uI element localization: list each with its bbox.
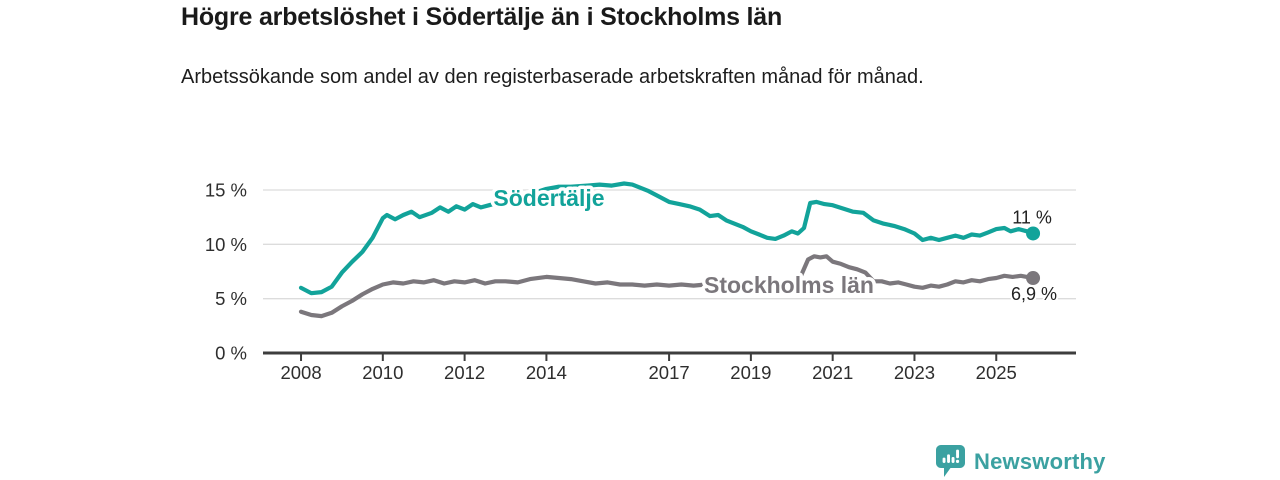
series-label-sodertalje: Södertälje xyxy=(493,185,604,211)
x-tick-label: 2012 xyxy=(444,362,485,383)
chart-subtitle: Arbetssökande som andel av den registerb… xyxy=(181,66,924,88)
x-tick-label: 2023 xyxy=(894,362,935,383)
y-tick-label: 15 % xyxy=(205,179,247,200)
series-line-stockholms-lan xyxy=(298,254,1036,319)
logo-bar-3 xyxy=(951,457,955,463)
x-tick-label: 2008 xyxy=(280,362,321,383)
logo-bar-2 xyxy=(947,454,950,463)
x-tick-label: 2019 xyxy=(730,362,771,383)
x-tick-label: 2014 xyxy=(526,362,567,383)
x-tick-label: 2025 xyxy=(976,362,1017,383)
end-value-label-stockholms-lan: 6,9 % xyxy=(1011,284,1057,304)
newsworthy-brand: Newsworthy xyxy=(936,445,1106,478)
end-dot-stockholms-lan xyxy=(1026,271,1041,286)
logo-exclamation-dot xyxy=(955,459,960,463)
series-line-sodertalje xyxy=(298,181,1036,296)
y-tick-label: 5 % xyxy=(215,288,247,309)
end-value-label-sodertalje: 11 % xyxy=(1012,207,1052,227)
y-tick-label: 10 % xyxy=(205,234,247,255)
page-title: Högre arbetslöshet i Södertälje än i Sto… xyxy=(181,3,783,31)
logo-bar-1 xyxy=(942,457,946,463)
end-dot-sodertalje xyxy=(1026,226,1041,241)
x-tick-label: 2017 xyxy=(649,362,690,383)
newsworthy-logo-text: Newsworthy xyxy=(974,448,1106,474)
series-label-stockholms-lan: Stockholms län xyxy=(704,272,874,298)
logo-bubble-shape xyxy=(936,445,965,477)
logo-exclamation-bar xyxy=(956,449,959,459)
x-tick-label: 2021 xyxy=(812,362,853,383)
line-chart: 0 % 5 % 10 % 15 % 2008 2010 2012 2014 2017 2019 20… xyxy=(205,179,1076,383)
newsworthy-logo-icon xyxy=(936,445,965,477)
y-tick-label: 0 % xyxy=(215,343,247,364)
x-tick-label: 2010 xyxy=(362,362,403,383)
